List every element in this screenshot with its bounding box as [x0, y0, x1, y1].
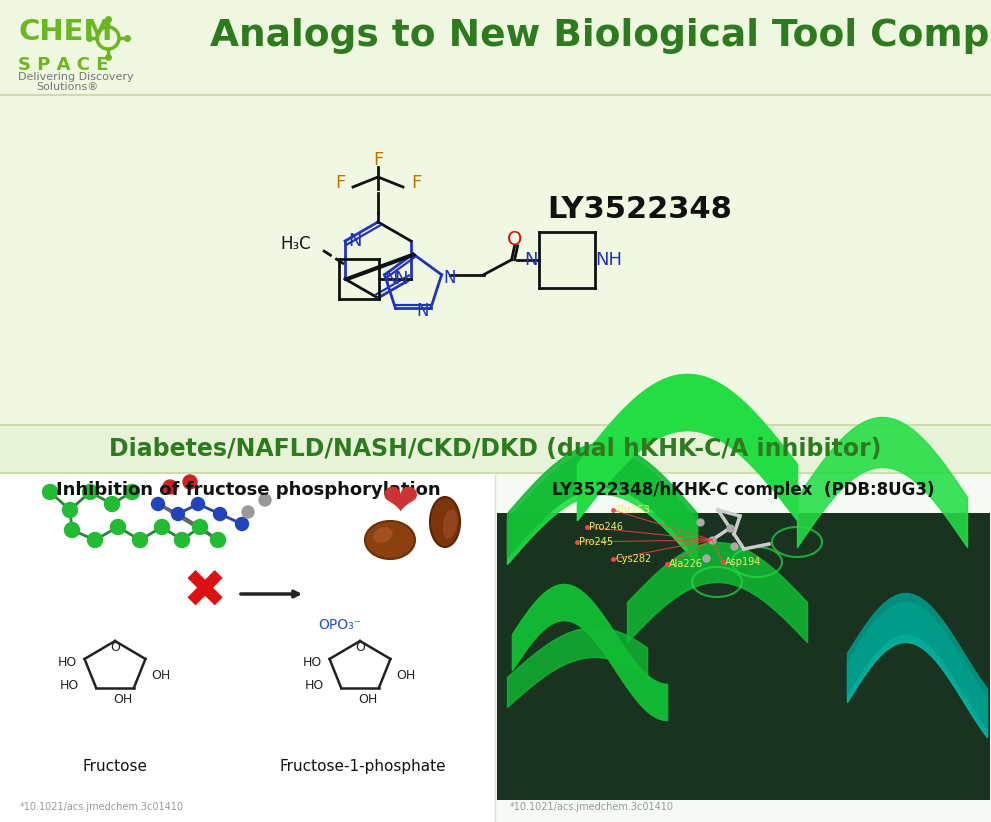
Text: F: F	[335, 174, 345, 192]
Text: OPO₃⁻: OPO₃⁻	[318, 618, 362, 632]
Circle shape	[62, 502, 77, 518]
Text: Fructose: Fructose	[82, 759, 148, 774]
Text: O: O	[110, 640, 120, 653]
Circle shape	[191, 497, 204, 510]
Circle shape	[213, 507, 227, 520]
FancyBboxPatch shape	[497, 513, 990, 800]
Circle shape	[259, 494, 271, 506]
Text: Fructose-1-phosphate: Fructose-1-phosphate	[279, 759, 446, 774]
Text: F: F	[411, 174, 421, 192]
Circle shape	[210, 533, 226, 547]
Text: OH: OH	[359, 692, 378, 705]
Text: Delivering Discovery: Delivering Discovery	[18, 72, 134, 82]
Text: *10.1021/acs.jmedchem.3c01410: *10.1021/acs.jmedchem.3c01410	[20, 802, 184, 812]
Circle shape	[171, 507, 184, 520]
Text: N: N	[416, 302, 429, 321]
Ellipse shape	[365, 521, 415, 559]
Circle shape	[64, 523, 79, 538]
Text: N: N	[524, 251, 537, 269]
Circle shape	[104, 496, 120, 511]
Circle shape	[133, 533, 148, 547]
Text: N: N	[443, 269, 456, 287]
Text: O: O	[355, 640, 365, 653]
Circle shape	[155, 520, 169, 534]
Text: ✖: ✖	[183, 566, 227, 618]
Text: HO: HO	[59, 678, 78, 691]
Text: Analogs to New Biological Tool Compounds: Analogs to New Biological Tool Compounds	[210, 18, 991, 54]
Circle shape	[111, 520, 126, 534]
Text: Asp194: Asp194	[725, 557, 761, 567]
Circle shape	[183, 475, 197, 489]
Circle shape	[125, 484, 140, 500]
Text: HO: HO	[304, 678, 324, 691]
Text: NH: NH	[596, 251, 622, 269]
Ellipse shape	[430, 497, 460, 547]
Text: H₃C: H₃C	[280, 235, 311, 253]
Text: Solutions®: Solutions®	[36, 82, 98, 92]
Text: LY3522348: LY3522348	[548, 196, 732, 224]
FancyBboxPatch shape	[0, 425, 991, 473]
Text: Diabetes/NAFLD/NASH/CKD/DKD (dual hKHK-C/A inhibitor): Diabetes/NAFLD/NASH/CKD/DKD (dual hKHK-C…	[109, 437, 881, 461]
Text: Cys282: Cys282	[615, 554, 651, 564]
Circle shape	[242, 506, 254, 518]
Text: Inhibition of fructose phosphorylation: Inhibition of fructose phosphorylation	[55, 481, 440, 499]
Text: OH: OH	[113, 692, 133, 705]
FancyBboxPatch shape	[0, 95, 991, 425]
Circle shape	[43, 484, 57, 500]
Circle shape	[82, 484, 97, 500]
Text: CHEM: CHEM	[18, 18, 113, 46]
FancyBboxPatch shape	[0, 0, 991, 95]
Text: OH: OH	[152, 668, 170, 681]
Circle shape	[163, 480, 177, 494]
Text: N: N	[394, 270, 407, 288]
Text: N: N	[349, 232, 362, 250]
Ellipse shape	[443, 509, 458, 539]
FancyBboxPatch shape	[495, 473, 991, 822]
Text: F: F	[373, 151, 384, 169]
Text: HO: HO	[57, 655, 76, 668]
Text: Ala226: Ala226	[669, 559, 703, 569]
Text: OH: OH	[396, 668, 415, 681]
Text: O: O	[507, 230, 522, 249]
Text: *10.1021/acs.jmedchem.3c01410: *10.1021/acs.jmedchem.3c01410	[510, 802, 674, 812]
Circle shape	[152, 497, 165, 510]
Ellipse shape	[374, 527, 392, 543]
Circle shape	[174, 533, 189, 547]
Text: Pro246: Pro246	[589, 522, 623, 532]
Circle shape	[87, 533, 102, 547]
FancyBboxPatch shape	[0, 473, 495, 822]
Circle shape	[236, 518, 249, 530]
Text: Pro245: Pro245	[579, 537, 613, 547]
Text: Thr253: Thr253	[615, 505, 650, 515]
Circle shape	[192, 520, 207, 534]
Text: HO: HO	[302, 655, 322, 668]
Text: N: N	[384, 270, 397, 288]
Text: LY3522348/hKHK-C complex  (PDB:8UG3): LY3522348/hKHK-C complex (PDB:8UG3)	[552, 481, 935, 499]
Text: S P A C E: S P A C E	[18, 56, 108, 74]
Text: ❤: ❤	[382, 481, 418, 524]
